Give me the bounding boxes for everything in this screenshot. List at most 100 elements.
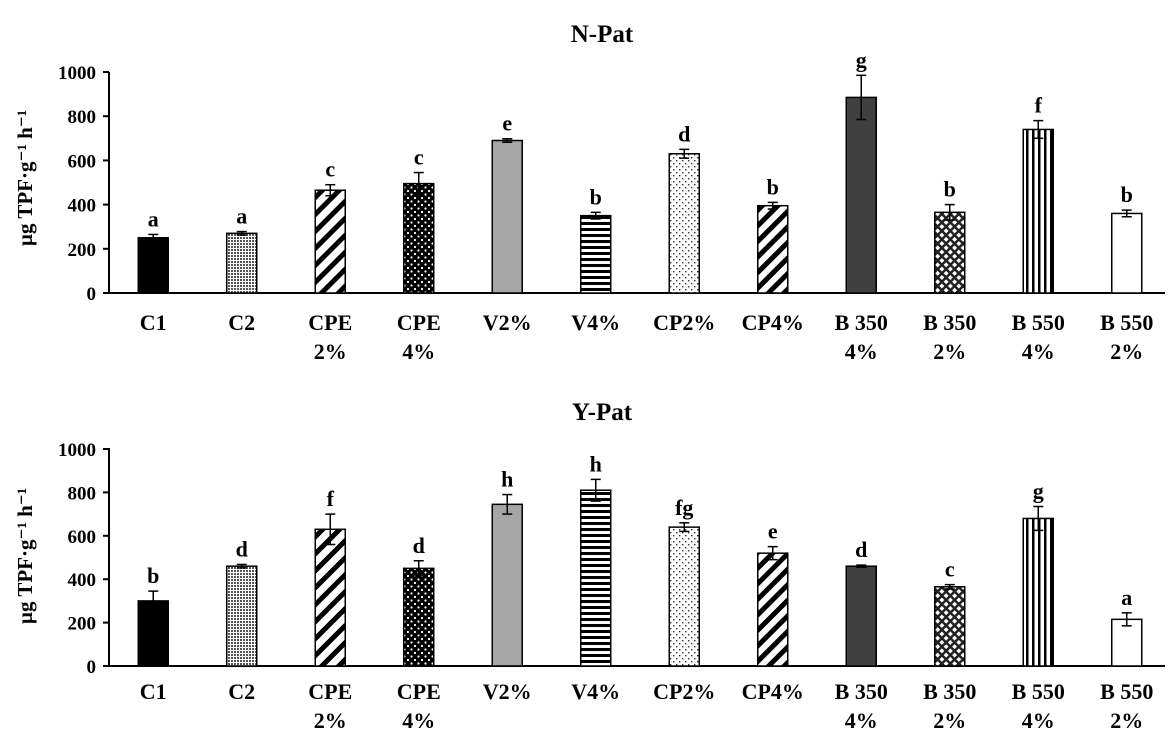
y-axis-label: µg TPF·g⁻¹ h⁻¹ (13, 110, 37, 246)
y-axis-label: µg TPF·g⁻¹ h⁻¹ (13, 488, 37, 624)
significance-letter: b (944, 177, 956, 202)
y-tick-label: 800 (68, 483, 97, 504)
category-label: 2% (933, 339, 966, 364)
bars (137, 489, 1143, 667)
significance-letter: d (855, 537, 867, 562)
category-label: C2 (228, 679, 255, 704)
y-tick-label: 800 (68, 107, 97, 128)
significance-letter: a (1121, 585, 1132, 610)
significance-letter: g (856, 47, 867, 72)
significance-letter: d (236, 536, 248, 561)
category-label: C2 (228, 310, 255, 335)
error-bars (148, 478, 1132, 627)
bar (403, 567, 435, 667)
y-tick-label: 1000 (58, 440, 96, 461)
category-label: CP2% (653, 679, 715, 704)
bar (314, 189, 346, 294)
bar (668, 526, 700, 667)
significance-letter: d (413, 533, 425, 558)
chart-title: Y-Pat (572, 399, 633, 426)
y-tick-label: 600 (68, 527, 97, 548)
significance-letter: fg (675, 495, 693, 520)
category-label: 2% (1110, 708, 1143, 733)
error-bars (148, 74, 1132, 242)
chart-n-pat: N-Pat µg TPF·g⁻¹ h⁻¹ 0 200 400 600 800 1000 a… (13, 21, 1165, 364)
category-labels: C1 C2 CPE 2% CPE 4% V2% V4% CP2% CP4% B 350 4% B 350… (140, 679, 1154, 733)
category-label: 4% (402, 708, 435, 733)
bar (845, 565, 877, 667)
category-label: 4% (845, 708, 878, 733)
category-label: V2% (483, 679, 532, 704)
significance-letter: e (768, 519, 778, 544)
bar (403, 182, 435, 294)
category-label: 2% (314, 339, 347, 364)
bar (1022, 128, 1054, 294)
bar (137, 600, 169, 667)
y-ticks: 0 200 400 600 800 1000 (58, 63, 109, 305)
y-tick-label: 200 (68, 240, 97, 261)
category-label: CP4% (742, 679, 804, 704)
y-ticks: 0 200 400 600 800 1000 (58, 440, 109, 678)
significance-letter: c (325, 157, 335, 182)
category-label: 4% (845, 339, 878, 364)
bar (845, 96, 877, 294)
category-label: 2% (314, 708, 347, 733)
bar (580, 214, 612, 294)
category-label: CPE (308, 679, 352, 704)
bar (1022, 517, 1054, 667)
significance-letters: a a c c e b d b g b f b (148, 47, 1133, 231)
bar (491, 139, 523, 294)
significance-letter: d (678, 121, 690, 146)
bar (757, 552, 789, 667)
significance-letter: c (414, 145, 424, 170)
significance-letter: a (236, 204, 247, 229)
significance-letter: b (767, 174, 779, 199)
significance-letter: h (590, 451, 602, 476)
significance-letter: g (1033, 479, 1044, 504)
chart-y-pat: Y-Pat µg TPF·g⁻¹ h⁻¹ 0 200 400 600 800 1000 b… (13, 399, 1165, 733)
chart-title: N-Pat (571, 21, 634, 48)
y-tick-label: 0 (87, 284, 97, 305)
category-label: V4% (571, 679, 620, 704)
y-tick-label: 0 (87, 657, 97, 678)
significance-letter: h (501, 467, 513, 492)
bar (757, 204, 789, 294)
category-label: B 550 (1100, 679, 1153, 704)
y-tick-label: 400 (68, 196, 97, 217)
category-label: 4% (402, 339, 435, 364)
category-label: B 550 (1012, 679, 1065, 704)
category-label: 2% (1110, 339, 1143, 364)
significance-letter: f (327, 486, 335, 511)
bar (137, 237, 169, 294)
y-tick-label: 1000 (58, 63, 96, 84)
category-label: B 550 (1012, 310, 1065, 335)
y-tick-label: 200 (68, 614, 97, 635)
category-label: CPE (308, 310, 352, 335)
category-label: B 350 (835, 679, 888, 704)
category-label: CPE (397, 310, 441, 335)
category-label: 4% (1022, 339, 1055, 364)
significance-letter: b (147, 563, 159, 588)
significance-letter: f (1035, 93, 1043, 118)
category-label: 2% (933, 708, 966, 733)
significance-letter: a (148, 206, 159, 231)
category-label: CP2% (653, 310, 715, 335)
category-label: CP4% (742, 310, 804, 335)
category-label: C1 (140, 679, 167, 704)
y-tick-label: 600 (68, 151, 97, 172)
category-label: B 350 (923, 679, 976, 704)
bar (934, 211, 966, 294)
category-label: B 350 (923, 310, 976, 335)
bar (1111, 212, 1143, 294)
category-labels: C1 C2 CPE 2% CPE 4% V2% V4% CP2% CP4% B 350 4% B 350… (140, 310, 1154, 364)
category-label: V4% (571, 310, 620, 335)
category-label: B 550 (1100, 310, 1153, 335)
bar (934, 586, 966, 667)
bars (137, 96, 1143, 294)
bar (314, 528, 346, 667)
y-tick-label: 400 (68, 570, 97, 591)
bar (226, 232, 258, 294)
category-label: V2% (483, 310, 532, 335)
significance-letter: b (590, 184, 602, 209)
